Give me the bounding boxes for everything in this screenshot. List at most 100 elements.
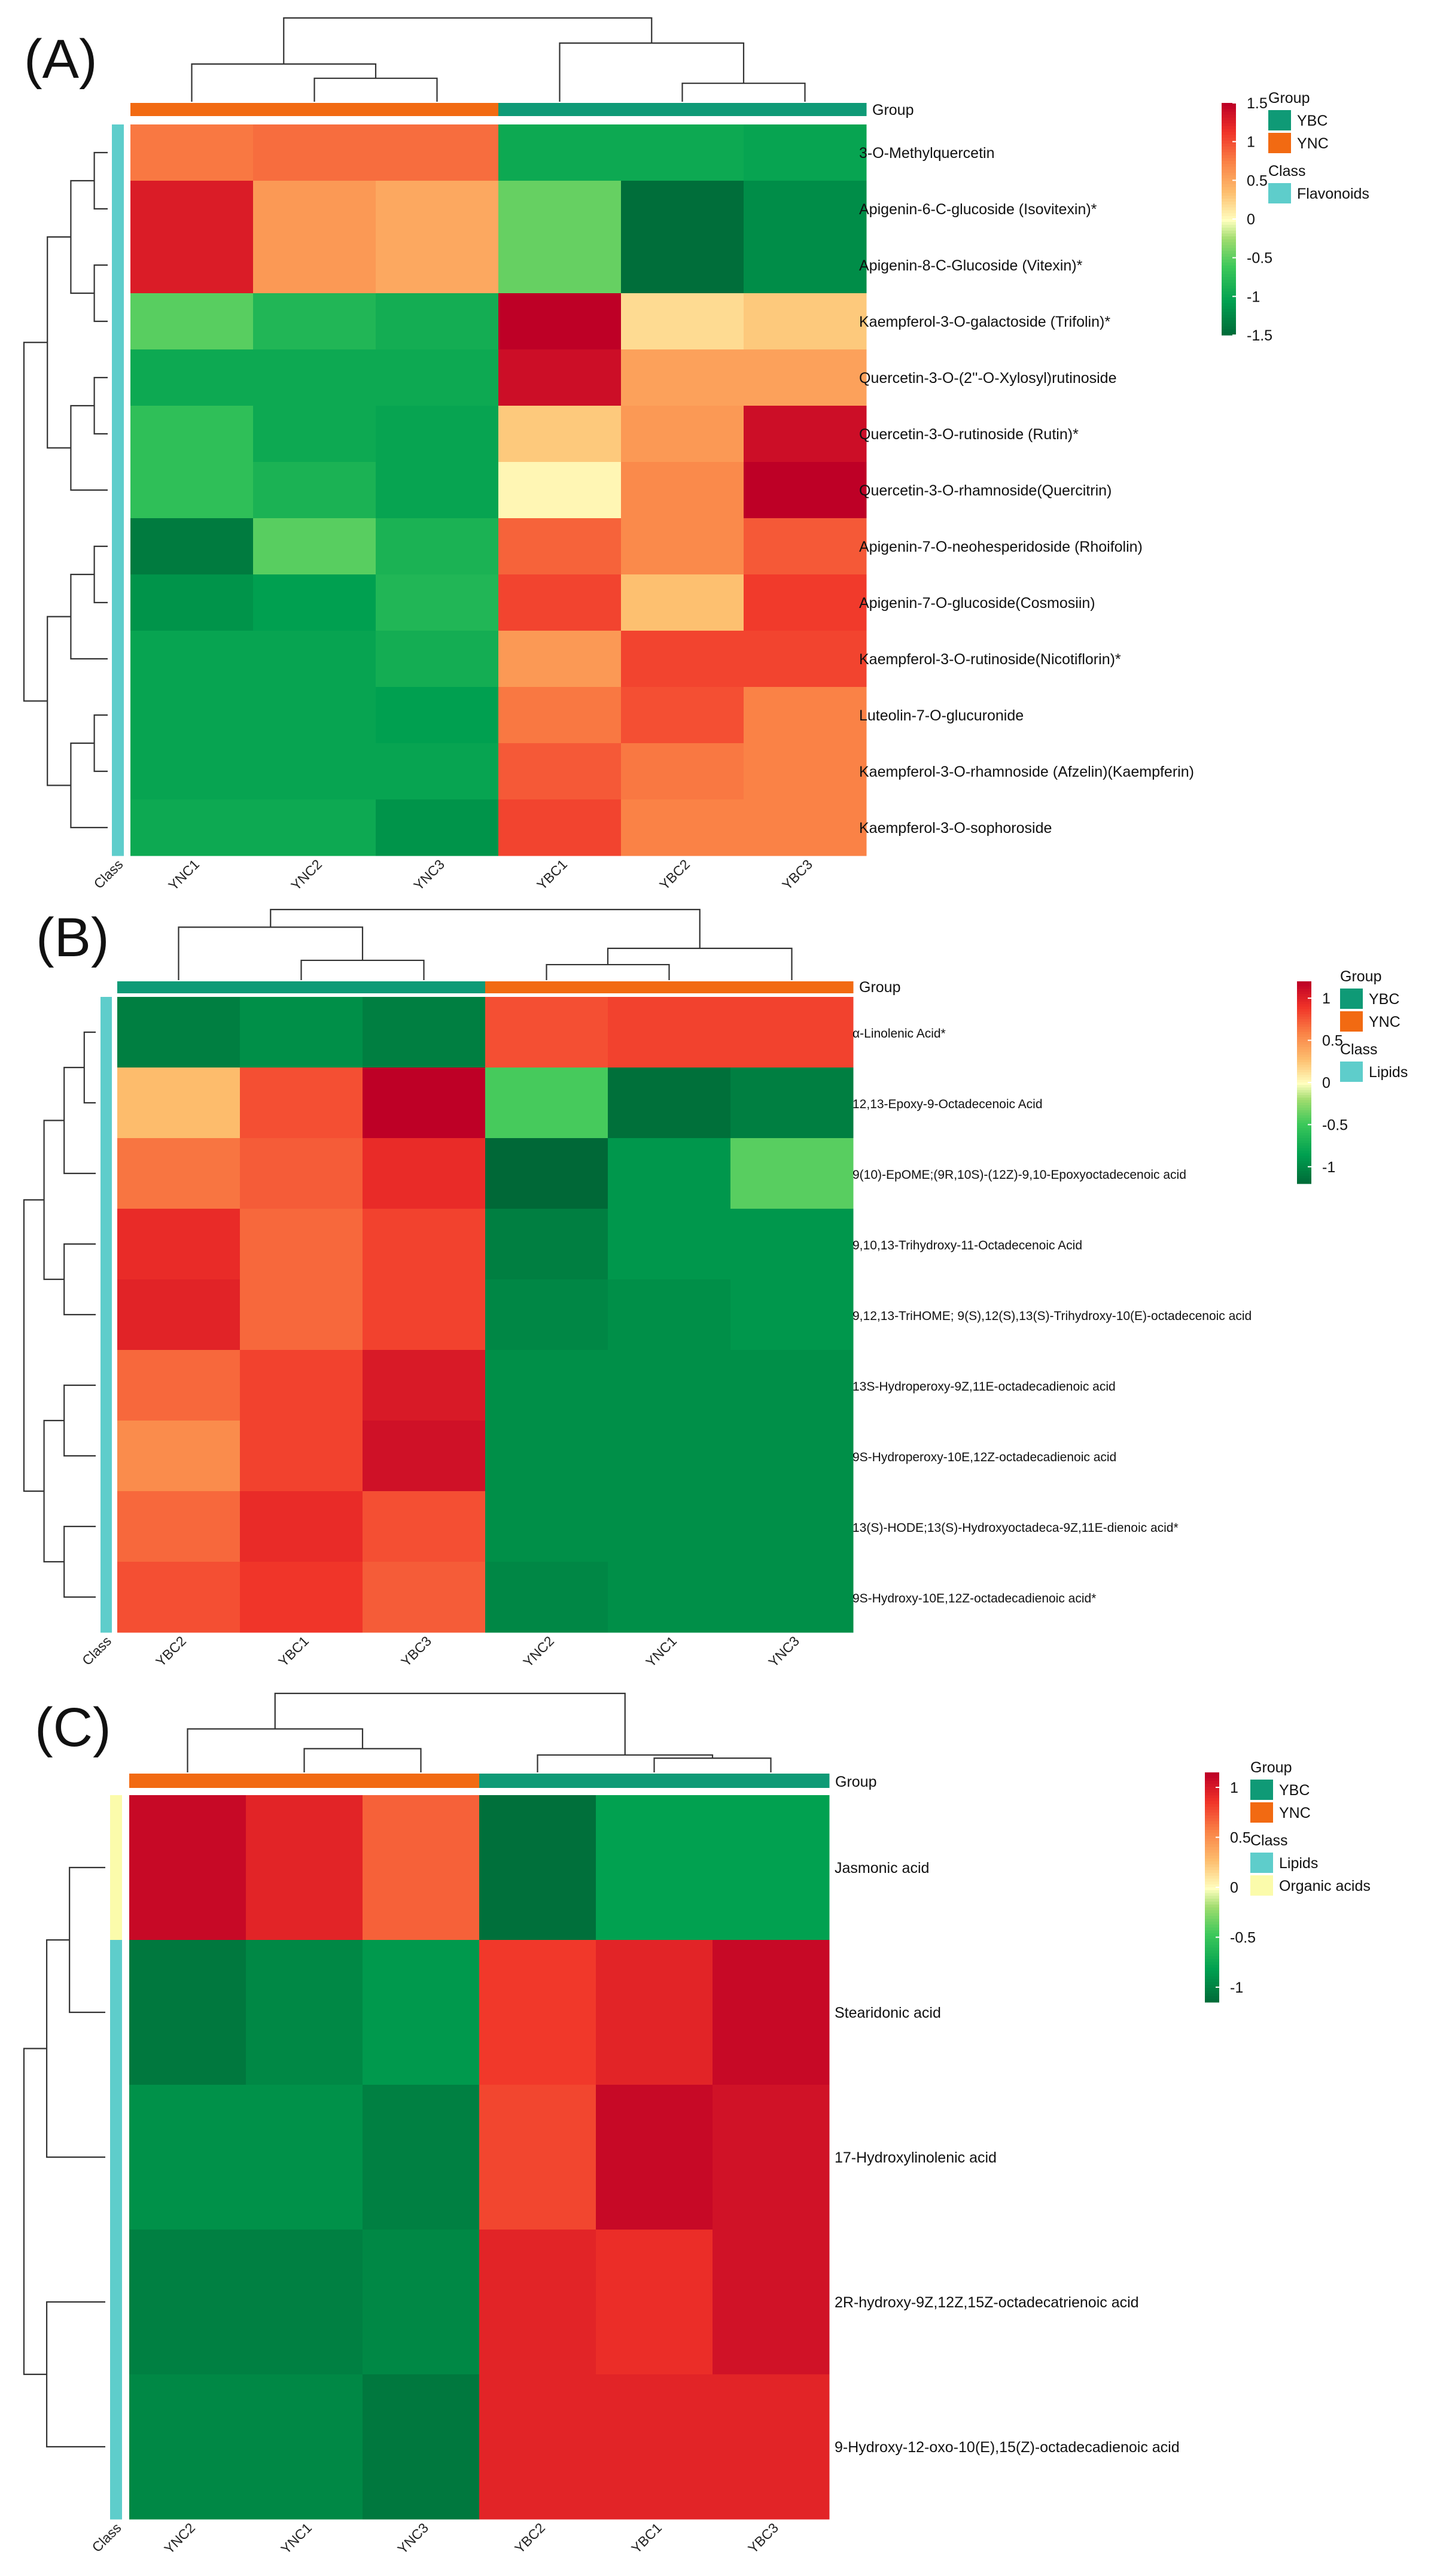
column-label: YNC3: [394, 2520, 431, 2557]
color-bar-segment: [1205, 1947, 1219, 1951]
heatmap-cell: [498, 124, 622, 181]
row-label: Quercetin-3-O-rhamnoside(Quercitrin): [859, 482, 1112, 499]
color-bar-segment: [1222, 190, 1236, 193]
color-bar-segment: [1205, 1959, 1219, 1963]
heatmap-cell: [621, 574, 744, 631]
legend-swatch: [1268, 133, 1291, 153]
heatmap-cell: [621, 293, 744, 350]
dendrogram-branch: [70, 742, 108, 829]
class-annotation-cell: [112, 574, 124, 631]
color-bar-segment: [1297, 1128, 1311, 1131]
color-bar-segment: [1222, 114, 1236, 118]
color-bar-segment: [1222, 297, 1236, 301]
color-bar-segment: [1205, 1973, 1219, 1977]
heatmap-cell: [479, 1795, 596, 1941]
group-annotation-cell: [253, 103, 376, 116]
group-annotation-cell: [246, 1774, 363, 1788]
group-annotation-label: Group: [835, 1774, 876, 1790]
color-bar-segment: [1297, 1062, 1311, 1066]
row-label: 9S-Hydroperoxy-10E,12Z-octadecadienoic a…: [852, 1450, 1116, 1464]
color-bar-segment: [1205, 1806, 1219, 1810]
color-bar-segment: [1297, 1021, 1311, 1025]
heatmap-cell: [621, 462, 744, 519]
legend-swatch: [1268, 183, 1291, 203]
row-label: Kaempferol-3-O-rhamnoside (Afzelin)(Kaem…: [859, 764, 1194, 780]
color-bar-segment: [1205, 1798, 1219, 1802]
legend-group-entry: YNC: [1297, 135, 1329, 152]
legend-group-title: Group: [1250, 1759, 1292, 1776]
color-bar-segment: [1297, 1170, 1311, 1174]
heatmap-cell: [744, 406, 867, 463]
color-bar-segment: [1297, 1001, 1311, 1005]
group-annotation-cell: [730, 981, 854, 993]
color-bar-segment: [1222, 315, 1236, 318]
class-annotation-cell: [112, 181, 124, 238]
heatmap-cell: [240, 1491, 363, 1562]
row-label: Apigenin-7-O-glucoside(Cosmosiin): [859, 595, 1095, 612]
dendrogram-branch: [70, 405, 108, 491]
heatmap-cell: [253, 631, 376, 688]
column-label: YNC3: [765, 1633, 802, 1670]
class-annotation-cell: [112, 462, 124, 519]
color-bar-segment: [1222, 123, 1236, 127]
color-bar-segment: [1222, 163, 1236, 168]
heatmap-cell: [730, 1562, 854, 1633]
legend-class-title: Class: [1268, 163, 1306, 180]
heatmap-cell: [363, 1209, 486, 1280]
color-bar-segment: [1222, 262, 1236, 266]
heatmap-cell: [376, 406, 499, 463]
dendrogram-branch: [93, 151, 108, 210]
heatmap-cell: [498, 349, 622, 406]
panel-label: (B): [36, 907, 109, 968]
color-bar-segment: [1205, 1795, 1219, 1799]
column-label: YBC1: [628, 2520, 665, 2556]
row-label: Quercetin-3-O-(2''-O-Xylosyl)rutinoside: [859, 370, 1117, 387]
class-annotation-cell: [101, 1562, 112, 1633]
row-label: 9,10,13-Trihydroxy-11-Octadecenoic Acid: [852, 1239, 1082, 1252]
group-annotation-cell: [129, 1774, 246, 1788]
color-bar-segment: [1205, 1913, 1219, 1917]
color-bar-tick-label: 0.5: [1230, 1830, 1251, 1847]
color-bar-segment: [1222, 248, 1236, 251]
heatmap-cell: [130, 181, 254, 238]
heatmap-cell: [363, 2230, 480, 2375]
color-bar-segment: [1205, 1916, 1219, 1920]
legend-class-entry: Lipids: [1369, 1064, 1408, 1081]
class-axis-label: Class: [79, 1633, 114, 1668]
color-bar-segment: [1297, 1085, 1311, 1088]
column-label: YBC1: [275, 1633, 312, 1669]
color-bar-segment: [1205, 1910, 1219, 1914]
heatmap-cell: [240, 1209, 363, 1280]
color-bar-segment: [1297, 1125, 1311, 1129]
heatmap-cell: [621, 124, 744, 181]
heatmap-cell: [117, 997, 240, 1068]
class-annotation-cell: [112, 631, 124, 688]
dendrogram-branch: [47, 236, 71, 449]
color-bar-segment: [1222, 219, 1236, 223]
color-bar-segment: [1297, 1145, 1311, 1149]
legend-class-title: Class: [1340, 1041, 1378, 1058]
color-bar-tick-label: -1: [1322, 1159, 1335, 1176]
legend-swatch: [1250, 1875, 1273, 1896]
class-annotation-cell: [110, 1795, 122, 1941]
panel-b: (B) Group α-Linolenic Acid* 12,13-Epoxy-9-O…: [23, 907, 1408, 1670]
color-bar-segment: [1297, 1019, 1311, 1023]
row-label: Apigenin-8-C-Glucoside (Vitexin)*: [859, 257, 1083, 274]
color-bar-segment: [1205, 1921, 1219, 1925]
heatmap-cell: [621, 687, 744, 744]
color-bar-segment: [1297, 1004, 1311, 1007]
heatmap-cell: [596, 2230, 713, 2375]
heatmap-cell: [253, 743, 376, 800]
color-bar-segment: [1205, 1993, 1219, 1997]
row-label: Stearidonic acid: [835, 2005, 941, 2021]
color-bar-tick-label: 1: [1230, 1780, 1238, 1796]
color-bar-segment: [1297, 1141, 1311, 1143]
heatmap-cell: [608, 1209, 731, 1280]
heatmap-cell: [608, 1350, 731, 1421]
color-bar-segment: [1205, 1945, 1219, 1948]
column-label: YNC3: [410, 856, 447, 893]
row-dendrogram: [23, 1031, 96, 1598]
heatmap-cell: [363, 1350, 486, 1421]
row-label: Quercetin-3-O-rutinoside (Rutin)*: [859, 426, 1079, 443]
heatmap-cell: [240, 1279, 363, 1351]
